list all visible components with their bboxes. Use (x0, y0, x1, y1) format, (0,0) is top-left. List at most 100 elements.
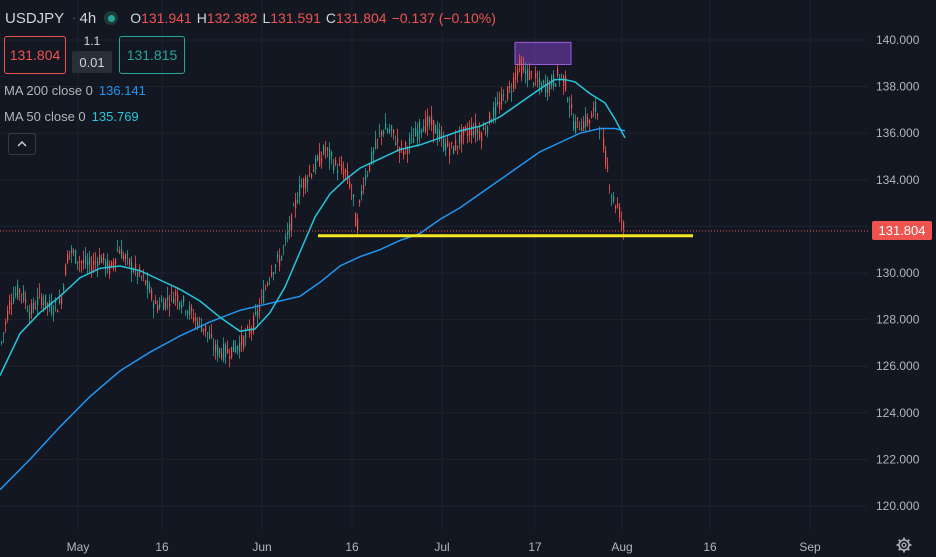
candle-body (389, 129, 391, 133)
candle-body (357, 218, 359, 232)
candle-body (187, 311, 189, 315)
candle-body (351, 188, 353, 191)
candle-body (355, 213, 357, 227)
candle-body (105, 261, 107, 269)
candle-body (167, 296, 169, 301)
gear-icon[interactable] (896, 537, 912, 553)
y-tick-label: 120.000 (876, 499, 920, 513)
candle-body (411, 135, 413, 136)
candle-body (423, 126, 425, 132)
open-value: 131.941 (141, 10, 192, 26)
candle-body (51, 302, 53, 314)
candle-body (547, 79, 549, 93)
candle-body (81, 261, 83, 264)
x-tick-label: Jun (252, 540, 271, 554)
indicator-ma200[interactable]: MA 200 close 0 136.141 (4, 83, 146, 98)
candle-body (17, 284, 19, 298)
candle-body (503, 94, 505, 96)
candle-body (123, 255, 125, 260)
candle-body (313, 170, 315, 173)
x-tick-label: 16 (345, 540, 359, 554)
candle-body (579, 129, 581, 131)
indicator-ma50[interactable]: MA 50 close 0 135.769 (4, 109, 139, 124)
candle-body (609, 188, 611, 189)
candle-body (329, 149, 331, 160)
candle-body (73, 251, 75, 253)
candle-body (63, 285, 65, 291)
candle-body (315, 158, 317, 171)
y-tick-label: 126.000 (876, 359, 920, 373)
x-tick-label: May (67, 540, 90, 554)
low-label: L (262, 10, 271, 26)
x-tick-label: 16 (155, 540, 169, 554)
candle-body (463, 126, 465, 136)
candle-body (15, 293, 17, 296)
indicator-ma200-name: MA 200 close 0 (4, 83, 93, 98)
candle-body (59, 298, 61, 304)
candle-body (309, 172, 311, 174)
candle-body (239, 342, 241, 352)
candle-body (131, 262, 133, 272)
candle-body (121, 248, 123, 259)
candle-body (391, 125, 393, 131)
candle-body (295, 199, 297, 209)
candle-body (9, 300, 11, 310)
candle-body (521, 64, 523, 78)
candle-body (237, 346, 239, 350)
candle-body (495, 103, 497, 116)
candle-body (449, 148, 451, 156)
candle-body (415, 128, 417, 136)
candle-body (85, 256, 87, 265)
candle-body (303, 178, 305, 189)
y-tick-label: 140.000 (876, 33, 920, 47)
candle-body (437, 128, 439, 139)
candle-body (5, 321, 7, 325)
candle-body (439, 130, 441, 140)
collapse-indicators-button[interactable] (8, 133, 36, 155)
candle-body (141, 276, 143, 278)
candle-body (93, 260, 95, 265)
candle-body (577, 117, 579, 120)
candle-body (517, 68, 519, 75)
candle-body (341, 164, 343, 170)
candle-body (283, 246, 285, 248)
candle-body (117, 249, 119, 251)
candle-body (395, 142, 397, 145)
candle-body (525, 70, 527, 74)
candle-body (207, 332, 209, 335)
candle-body (265, 288, 267, 290)
y-tick-label: 128.000 (876, 313, 920, 327)
candle-body (617, 203, 619, 207)
candle-body (409, 138, 411, 145)
timeframe-label[interactable]: 4h (79, 9, 97, 27)
candle-body (111, 261, 113, 267)
candle-body (559, 77, 561, 80)
candle-body (533, 83, 535, 85)
candle-body (177, 294, 179, 303)
candle-body (225, 344, 227, 357)
chevron-up-icon (17, 141, 27, 147)
candle-body (159, 303, 161, 308)
candle-body (161, 300, 163, 302)
candle-body (229, 356, 231, 359)
candle-body (235, 346, 237, 353)
symbol-name[interactable]: USDJPY (5, 9, 65, 27)
candle-body (453, 146, 455, 154)
candle-body (243, 336, 245, 349)
candle-body (471, 125, 473, 136)
candle-body (483, 127, 485, 130)
candle-body (307, 179, 309, 183)
candle-body (101, 257, 103, 263)
candle-body (151, 289, 153, 299)
candle-body (455, 140, 457, 150)
buy-button[interactable]: 131.815 (119, 36, 185, 74)
candle-body (375, 140, 377, 149)
candle-body (269, 279, 271, 281)
candle-body (297, 200, 299, 203)
candle-body (65, 265, 67, 276)
candle-body (241, 334, 243, 346)
candle-body (279, 258, 281, 266)
sell-button[interactable]: 131.804 (4, 36, 66, 74)
